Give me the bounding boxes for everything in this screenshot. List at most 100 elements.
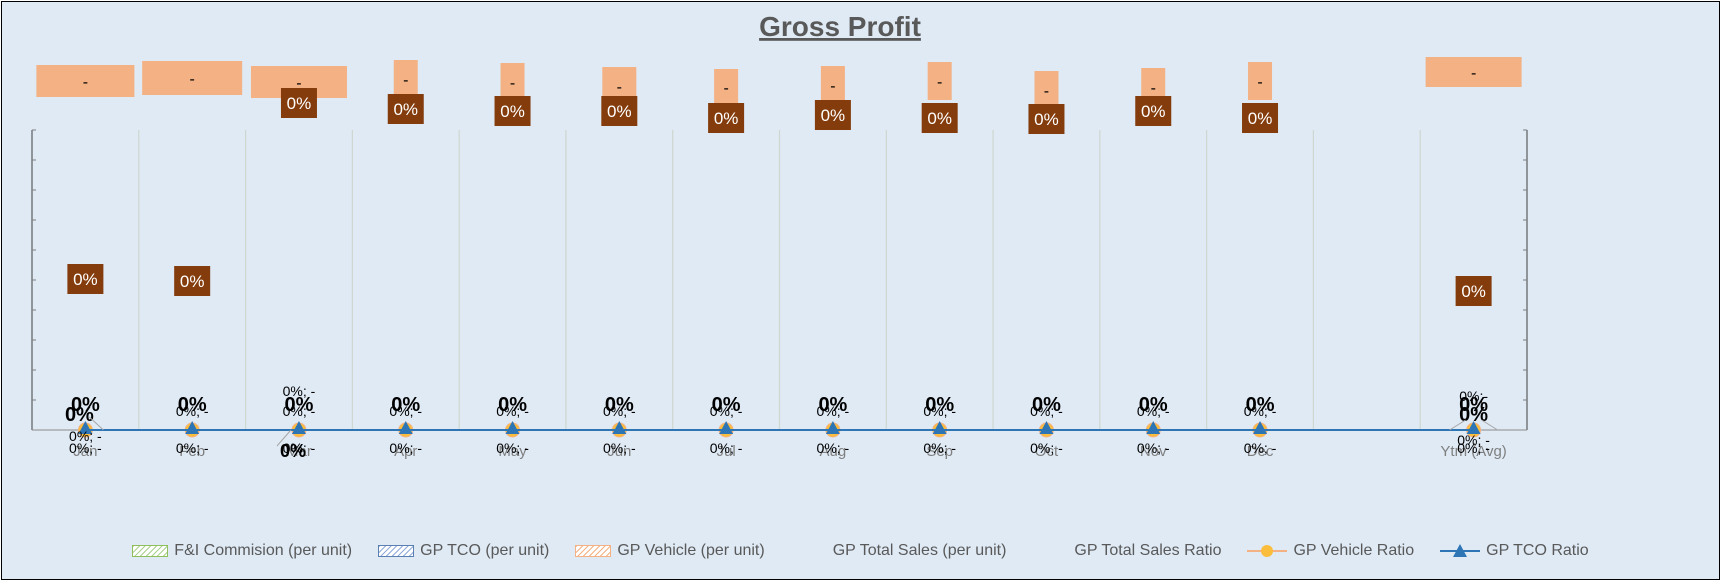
line-data-label: 0%; - <box>1030 403 1063 419</box>
ratio-data-label: 0% <box>391 394 420 416</box>
ratio-data-label: 0% <box>925 394 954 416</box>
legend-swatch-gp-vehicle <box>575 545 612 557</box>
line-data-label: 0%; - <box>923 440 956 456</box>
legend-item-gp-vehicle: GP Vehicle (per unit) <box>575 542 765 560</box>
legend-swatch-fi-commision <box>132 545 169 557</box>
line-data-label: 0%; - <box>1137 403 1170 419</box>
x-tick-label: Dec <box>1247 443 1274 460</box>
total-sales-ratio-label: 0% <box>393 100 418 119</box>
ratio-data-label: 0% <box>65 404 94 426</box>
line-data-label: 0%; - <box>603 440 636 456</box>
marker-tco-ratio <box>719 421 734 434</box>
ratio-data-label: 0% <box>712 394 741 416</box>
legend-label-gp-vehicle-ratio: GP Vehicle Ratio <box>1293 542 1415 559</box>
total-sales-ratio-label-box <box>1028 104 1065 134</box>
legend-label-gp-total-sales-ratio: GP Total Sales Ratio <box>1074 542 1222 559</box>
leader-line <box>1449 419 1466 431</box>
total-sales-ratio-label-box <box>921 103 958 133</box>
line-data-label: 0%; - <box>817 403 850 419</box>
x-tick-label: Nov <box>1140 443 1167 460</box>
total-sales-ratio-label-box <box>174 266 211 296</box>
marker-tco-ratio <box>825 421 840 434</box>
marker-tco-ratio <box>1039 421 1054 434</box>
legend-label-fi-commision: F&I Commision (per unit) <box>174 542 353 559</box>
legend-item-fi-commision: F&I Commision (per unit) <box>132 542 352 560</box>
legend-swatch-gp-tco <box>378 545 415 557</box>
total-sales-label: - <box>1257 74 1262 91</box>
total-sales-label: - <box>510 75 515 92</box>
leader-line <box>276 429 292 447</box>
line-data-label: 0%; - <box>710 403 743 419</box>
line-data-label: 0%;- <box>1459 388 1488 404</box>
total-sales-ratio-label: 0% <box>73 270 98 289</box>
line-data-label: 0%; - <box>1030 440 1063 456</box>
x-tick-label: May <box>498 443 527 460</box>
total-sales-label: - <box>190 71 195 88</box>
line-data-label: 0%; - <box>176 440 209 456</box>
x-tick-label: Apr <box>394 443 417 460</box>
marker-tco-ratio <box>1466 421 1481 434</box>
marker-tco-ratio <box>932 421 947 434</box>
ratio-data-label: 0% <box>818 394 847 416</box>
legend-swatch-gp-total-sales-ratio <box>1032 545 1068 557</box>
total-sales-label: - <box>296 75 301 92</box>
total-sales-ratio-label: 0% <box>180 272 205 291</box>
line-data-label: 0%; - <box>1244 403 1277 419</box>
x-tick-label: Ytm (Avg) <box>1440 443 1506 460</box>
line-data-label: 0%; - <box>710 440 743 456</box>
marker-tco-ratio <box>612 421 627 434</box>
leader-line <box>89 416 104 431</box>
total-sales-label: - <box>83 74 88 91</box>
legend-label-gp-tco-ratio: GP TCO Ratio <box>1486 542 1589 559</box>
line-data-label: 0%; - <box>1244 440 1277 456</box>
total-sales-ratio-label-box <box>601 96 638 126</box>
x-tick-label: Mar <box>286 443 312 460</box>
x-tick-label: Feb <box>179 443 205 460</box>
line-data-label: 0%; - <box>603 403 636 419</box>
total-sales-label-box <box>36 65 135 97</box>
total-sales-ratio-label: 0% <box>714 109 739 128</box>
total-sales-label: - <box>1044 83 1049 100</box>
ratio-data-label: 0% <box>285 394 314 416</box>
marker-tco-ratio <box>291 421 306 434</box>
line-data-label: 0%; - <box>69 440 102 456</box>
ratio-data-label: 0% <box>71 394 100 416</box>
total-sales-ratio-label-box <box>708 103 745 133</box>
legend-label-gp-vehicle: GP Vehicle (per unit) <box>617 542 765 559</box>
total-sales-ratio-label: 0% <box>1141 102 1166 121</box>
legend-swatch-gp-tco-ratio <box>1440 544 1481 558</box>
marker-tco-ratio <box>185 421 200 434</box>
total-sales-label: - <box>1151 80 1156 97</box>
line-data-label: 0%; - <box>817 440 850 456</box>
line-data-label: 0%; - <box>1137 440 1170 456</box>
ratio-data-label: 0% <box>178 394 207 416</box>
ratio-data-label: 0% <box>1459 394 1488 416</box>
total-sales-label: - <box>830 78 835 95</box>
ratio-data-label: 0% <box>1032 394 1061 416</box>
total-sales-ratio-label: 0% <box>500 102 525 121</box>
total-sales-label: - <box>617 79 622 96</box>
line-data-label: 0%; - <box>283 403 316 419</box>
total-sales-ratio-label-box <box>387 94 424 124</box>
marker-tco-ratio <box>1146 421 1161 434</box>
total-sales-ratio-label: 0% <box>927 109 952 128</box>
x-tick-label: Aug <box>820 443 847 460</box>
line-data-label: 0%; - <box>389 440 422 456</box>
x-tick-label: Sep <box>926 443 953 460</box>
total-sales-label-box <box>500 63 525 101</box>
total-sales-ratio-label: 0% <box>607 102 632 121</box>
marker-tco-ratio <box>1253 421 1268 434</box>
total-sales-label-box <box>1248 62 1273 100</box>
ratio-data-label: 0% <box>1246 394 1275 416</box>
total-sales-label-box <box>142 61 243 95</box>
x-tick-label: Jun <box>607 443 631 460</box>
total-sales-ratio-label-box <box>1242 103 1279 133</box>
total-sales-label-box <box>1034 71 1059 109</box>
chart-title: Gross Profit <box>759 11 921 42</box>
line-data-label: 0%; - <box>496 403 529 419</box>
legend-swatch-gp-vehicle-ratio <box>1247 544 1288 558</box>
line-data-label: 0%; - <box>69 428 102 444</box>
total-sales-label-box <box>820 66 845 104</box>
legend-item-gp-total-sales-ratio: GP Total Sales Ratio <box>1032 542 1221 560</box>
